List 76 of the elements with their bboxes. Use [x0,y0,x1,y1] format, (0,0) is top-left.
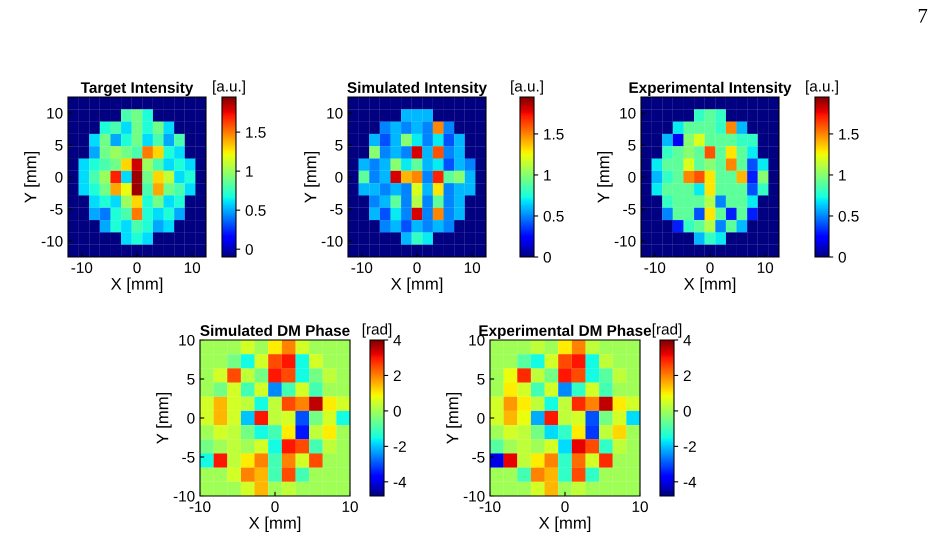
y-tick-label: 5 [477,374,484,385]
color-bar-label: 0.5 [544,210,564,222]
y-tick-label: -5 [50,204,62,215]
y-tick-label: 10 [620,108,636,119]
x-axis-title: X [mm] [110,277,162,294]
color-bar-label: 1.5 [839,128,859,140]
color-bar-label: 0.5 [246,205,266,216]
y-tick-label: -10 [42,236,63,247]
y-tick-label: -10 [174,490,195,502]
x-tick-label: -10 [351,262,372,274]
color-bar-label: 0 [544,252,551,263]
x-axis-title: X [mm] [390,277,442,294]
color-bar-title: [a.u.] [213,80,245,95]
y-tick-label: 10 [327,108,343,119]
y-tick-label: 0 [628,172,636,183]
x-tick-label: 0 [413,262,421,274]
color-bar-label: 1.5 [544,128,564,140]
color-bar-label: 1 [246,166,253,177]
color-bar-label: 1 [839,170,846,180]
text: 7 [918,8,928,23]
color-bar-label: 2 [394,370,401,381]
color-bar-label: 0 [246,244,253,255]
y-axis-title: Y [mm] [156,392,172,444]
y-tick-label: -10 [614,236,636,247]
x-tick-label: -10 [644,262,666,274]
color-bar-title: [rad] [362,323,392,338]
y-tick-label: -5 [330,204,342,215]
color-bar-label: 0 [394,406,401,417]
x-tick-label: 0 [133,262,141,274]
y-tick-label: -10 [464,490,485,502]
x-axis-title: X [mm] [538,516,590,532]
y-tick-label: 5 [55,140,62,151]
y-tick-label: 5 [187,374,194,385]
x-axis-title: X [mm] [684,277,736,294]
y-tick-label: 0 [477,412,485,424]
color-bar-label: -4 [394,476,406,488]
x-tick-label: 0 [561,501,569,512]
x-tick-label: 10 [342,501,358,512]
y-tick-label: 5 [628,140,636,151]
x-axis-title: X [mm] [248,516,300,532]
color-bar-label: -2 [684,441,696,452]
y-tick-label: 0 [55,172,63,183]
y-axis-title: Y [mm] [304,152,320,203]
chart-title: Simulated DM Phase [200,324,350,336]
y-tick-label: 0 [187,412,195,424]
y-tick-label: 0 [335,172,343,183]
chart-title: Experimental Intensity [630,82,792,96]
y-tick-label: 5 [335,140,342,151]
y-axis-title: Y [mm] [597,152,613,203]
y-tick-label: 10 [179,334,195,346]
color-bar-label: 0.5 [838,210,859,222]
y-tick-label: 10 [47,108,63,119]
color-bar-title: [a.u.] [806,80,838,95]
x-tick-label: 0 [271,501,279,512]
color-bar-label: 1 [544,170,551,180]
y-tick-label: -5 [472,452,484,463]
color-bar-title: [rad] [652,323,682,338]
color-bar-label: 4 [683,335,692,346]
y-tick-label: -5 [182,452,194,463]
x-tick-label: -10 [71,262,92,274]
x-tick-label: 0 [706,262,714,274]
chart-title: Simulated Intensity [347,82,487,96]
color-bar-label: 0 [684,406,691,417]
y-axis-title: Y [mm] [446,392,462,444]
color-bar-label: -2 [394,441,406,452]
y-tick-label: -10 [322,236,343,247]
color-bar-title: [a.u.] [511,80,543,95]
y-axis-title: Y [mm] [24,152,40,203]
x-tick-label: 10 [758,262,774,274]
y-tick-label: -5 [623,204,636,215]
color-bar-label: 1.5 [246,127,266,138]
color-bar-label: 0 [838,252,846,263]
color-bar-label: -4 [684,476,696,488]
chart-title: Target Intensity [80,82,194,96]
color-bar-label: 4 [393,335,402,346]
color-bar-label: 2 [684,370,691,381]
